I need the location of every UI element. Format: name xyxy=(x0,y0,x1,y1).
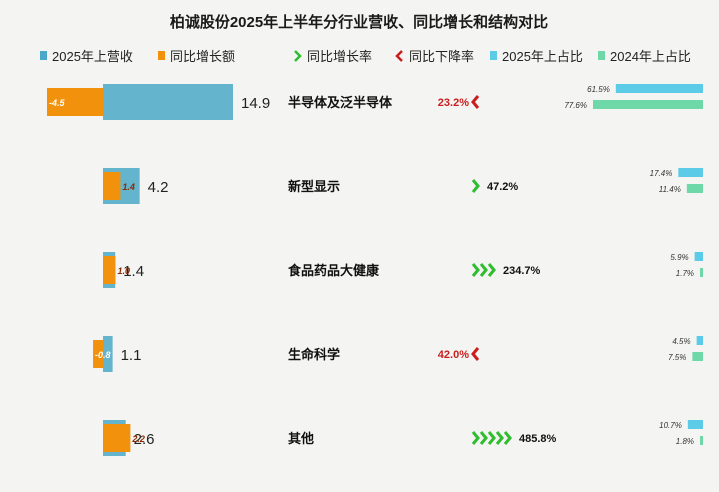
legend-label-rate_down: 同比下降率 xyxy=(409,49,474,64)
legend-swatch-rate_up xyxy=(294,50,302,62)
row-4: 2.62.2 其他 485.8% 10.7% 1.8% xyxy=(103,420,703,456)
change-value-label: 1.4 xyxy=(122,182,135,192)
legend-label-share_2025: 2025年上占比 xyxy=(502,49,583,64)
rate-value-label: 23.2% xyxy=(438,97,469,109)
rate-chevron xyxy=(487,263,496,277)
revenue-value-label: 1.4 xyxy=(123,263,144,280)
revenue-value-label: 4.2 xyxy=(148,179,169,196)
share-2024-bar xyxy=(692,352,703,361)
rate-chevron xyxy=(471,347,480,361)
category-label: 其他 xyxy=(288,431,314,446)
rate-chevron xyxy=(479,263,488,277)
share-2024-bar xyxy=(700,436,703,445)
revenue-value-label: 2.6 xyxy=(134,431,155,448)
rate-chevron xyxy=(471,431,480,445)
legend-swatch-change xyxy=(158,51,165,60)
rate-value-label: 234.7% xyxy=(503,265,541,277)
revenue-bar xyxy=(103,84,233,120)
category-label: 生命科学 xyxy=(288,347,340,362)
chart-rows: 14.9 -4.5 半导体及泛半导体 23.2% 61.5%77.6% 4.2 1.4 新型显… xyxy=(47,84,703,456)
row-3: 1.1 -0.8 生命科学 42.0% 4.5% 7.5% xyxy=(93,336,703,372)
share-2025-bar xyxy=(678,168,703,177)
row-2: 1.41.0 食品药品大健康 234.7% 5.9% 1.7% xyxy=(103,252,703,288)
legend-label-change: 同比增长额 xyxy=(170,49,235,64)
change-bar xyxy=(47,88,103,116)
row-0: 14.9 -4.5 半导体及泛半导体 23.2% 61.5%77.6% xyxy=(47,84,703,120)
change-bar xyxy=(103,256,116,284)
share-2025-label: 4.5% xyxy=(672,337,690,346)
share-2024-label: 1.8% xyxy=(676,437,694,446)
legend: 2025年上营收 同比增长额 同比增长率 同比下降率 2025年上占比 2024年上占比 xyxy=(40,49,691,64)
change-bar xyxy=(103,424,131,452)
share-2024-label: 11.4% xyxy=(659,185,681,194)
rate-chevron xyxy=(471,179,480,193)
category-label: 半导体及泛半导体 xyxy=(288,95,393,110)
legend-swatch-share_2025 xyxy=(490,51,497,60)
row-1: 4.2 1.4 新型显示 47.2% 17.4% 11.4% xyxy=(103,168,703,204)
rate-value-label: 485.8% xyxy=(519,433,557,445)
rate-chevron xyxy=(471,263,480,277)
rate-value-label: 47.2% xyxy=(487,181,518,193)
change-value-label: -0.8 xyxy=(95,350,111,360)
share-2025-bar xyxy=(687,420,703,429)
share-2025-label: 61.5% xyxy=(587,85,610,94)
share-2024-bar xyxy=(686,184,703,193)
share-2024-label: 77.6% xyxy=(564,101,587,110)
category-label: 新型显示 xyxy=(288,179,340,194)
legend-label-share_2024: 2024年上占比 xyxy=(610,49,691,64)
legend-swatch-revenue xyxy=(40,51,47,60)
revenue-value-label: 14.9 xyxy=(241,95,270,112)
legend-label-rate_up: 同比增长率 xyxy=(307,49,372,64)
rate-value-label: 42.0% xyxy=(438,349,469,361)
share-2025-bar xyxy=(694,252,703,261)
change-bar xyxy=(93,340,103,368)
rate-chevron xyxy=(495,431,504,445)
share-2025-bar xyxy=(696,336,703,345)
change-value-label: 2.2 xyxy=(131,434,145,444)
share-2025-bar xyxy=(615,84,703,93)
legend-swatch-rate_down xyxy=(395,50,403,62)
revenue-bar xyxy=(103,336,113,372)
change-value-label: -4.5 xyxy=(49,98,66,108)
share-2024-bar xyxy=(700,268,703,277)
share-2025-label: 5.9% xyxy=(670,253,688,262)
rate-chevron xyxy=(503,431,512,445)
legend-swatch-share_2024 xyxy=(598,51,605,60)
change-value-label: 1.0 xyxy=(117,266,130,276)
share-2024-label: 7.5% xyxy=(668,353,686,362)
change-bar xyxy=(103,172,121,200)
category-label: 食品药品大健康 xyxy=(288,263,380,278)
share-2024-label: 1.7% xyxy=(676,269,694,278)
rate-chevron xyxy=(479,431,488,445)
share-2025-label: 10.7% xyxy=(659,421,682,430)
share-2025-label: 17.4% xyxy=(650,169,673,178)
share-2024-bar xyxy=(593,100,703,109)
rate-chevron xyxy=(487,431,496,445)
revenue-value-label: 1.1 xyxy=(121,347,142,364)
chart-title: 柏诚股份2025年上半年分行业营收、同比增长和结构对比 xyxy=(170,13,548,31)
rate-chevron xyxy=(471,95,480,109)
legend-label-revenue: 2025年上营收 xyxy=(52,49,133,64)
